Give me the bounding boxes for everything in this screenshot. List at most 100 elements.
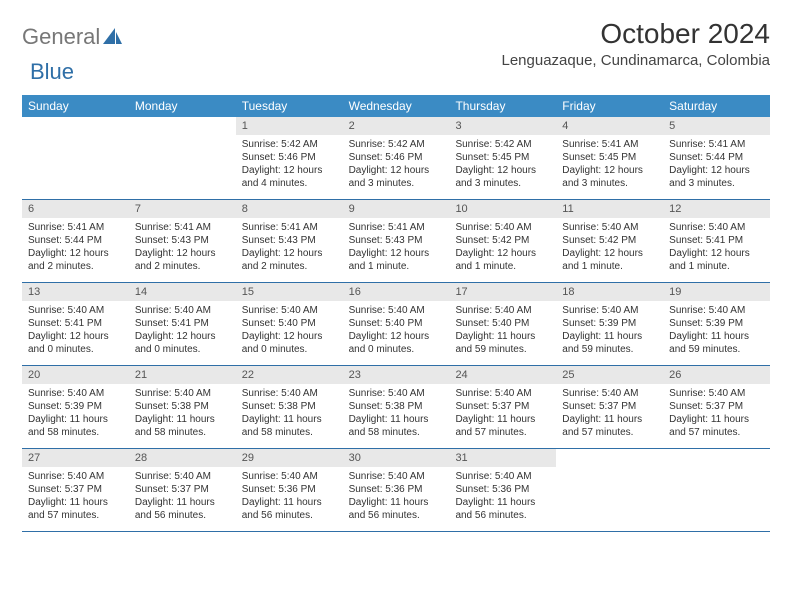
sunset-line: Sunset: 5:37 PM — [562, 400, 657, 413]
day-cell: 13Sunrise: 5:40 AMSunset: 5:41 PMDayligh… — [22, 283, 129, 365]
sunset-line: Sunset: 5:43 PM — [349, 234, 444, 247]
sunrise-line: Sunrise: 5:41 AM — [135, 221, 230, 234]
day-cell: 7Sunrise: 5:41 AMSunset: 5:43 PMDaylight… — [129, 200, 236, 282]
weekday-label: Saturday — [663, 95, 770, 117]
sunset-line: Sunset: 5:40 PM — [455, 317, 550, 330]
sunrise-line: Sunrise: 5:40 AM — [455, 470, 550, 483]
sunrise-line: Sunrise: 5:40 AM — [135, 304, 230, 317]
sunrise-line: Sunrise: 5:40 AM — [669, 387, 764, 400]
sunset-line: Sunset: 5:37 PM — [135, 483, 230, 496]
day-body: Sunrise: 5:40 AMSunset: 5:40 PMDaylight:… — [343, 301, 450, 362]
day-number: 9 — [343, 200, 450, 218]
day-body: Sunrise: 5:41 AMSunset: 5:44 PMDaylight:… — [22, 218, 129, 279]
sunset-line: Sunset: 5:43 PM — [135, 234, 230, 247]
day-number: 3 — [449, 117, 556, 135]
day-number: 1 — [236, 117, 343, 135]
day-cell: 29 Sunrise: 5:40 AMSunset: 5:36 PMDayligh… — [236, 449, 343, 531]
daylight-line: Daylight: 12 hours and 1 minute. — [455, 247, 550, 273]
sunset-line: Sunset: 5:37 PM — [455, 400, 550, 413]
day-number: 15 — [236, 283, 343, 301]
day-body: Sunrise: 5:41 AMSunset: 5:43 PMDaylight:… — [343, 218, 450, 279]
day-cell: 17Sunrise: 5:40 AMSunset: 5:40 PMDayligh… — [449, 283, 556, 365]
sunrise-line: Sunrise: 5:42 AM — [242, 138, 337, 151]
day-number: 17 — [449, 283, 556, 301]
day-cell: 25Sunrise: 5:40 AMSunset: 5:37 PMDayligh… — [556, 366, 663, 448]
daylight-line: Daylight: 12 hours and 1 minute. — [349, 247, 444, 273]
daylight-line: Daylight: 12 hours and 0 minutes. — [349, 330, 444, 356]
day-body: Sunrise: 5:40 AMSunset: 5:36 PMDaylight:… — [449, 467, 556, 528]
weekday-label: Friday — [556, 95, 663, 117]
day-cell — [22, 117, 129, 199]
daylight-line: Daylight: 11 hours and 58 minutes. — [349, 413, 444, 439]
day-body: Sunrise: 5:40 AMSunset: 5:37 PMDaylight:… — [22, 467, 129, 528]
day-cell: 14Sunrise: 5:40 AMSunset: 5:41 PMDayligh… — [129, 283, 236, 365]
day-cell — [663, 449, 770, 531]
sunset-line: Sunset: 5:36 PM — [349, 483, 444, 496]
logo-sail-icon — [102, 26, 124, 46]
sunrise-line: Sunrise: 5:41 AM — [242, 221, 337, 234]
daylight-line: Daylight: 11 hours and 57 minutes. — [455, 413, 550, 439]
title-block: October 2024 Lenguazaque, Cundinamarca, … — [501, 18, 770, 69]
day-body: Sunrise: 5:41 AMSunset: 5:43 PMDaylight:… — [129, 218, 236, 279]
day-body: Sunrise: 5:40 AMSunset: 5:38 PMDaylight:… — [236, 384, 343, 445]
sunset-line: Sunset: 5:38 PM — [349, 400, 444, 413]
day-number: 28 — [129, 449, 236, 467]
day-number: 29 — [236, 449, 343, 467]
daylight-line: Daylight: 11 hours and 57 minutes. — [562, 413, 657, 439]
day-cell: 31Sunrise: 5:40 AMSunset: 5:36 PMDayligh… — [449, 449, 556, 531]
daylight-line: Daylight: 12 hours and 0 minutes. — [135, 330, 230, 356]
sunset-line: Sunset: 5:40 PM — [242, 317, 337, 330]
day-number — [22, 117, 129, 135]
sunrise-line: Sunrise: 5:40 AM — [455, 304, 550, 317]
day-cell: 1Sunrise: 5:42 AMSunset: 5:46 PMDaylight… — [236, 117, 343, 199]
daylight-line: Daylight: 12 hours and 3 minutes. — [455, 164, 550, 190]
day-number: 2 — [343, 117, 450, 135]
logo: General — [22, 18, 124, 50]
daylight-line: Daylight: 12 hours and 2 minutes. — [28, 247, 123, 273]
day-cell: 3Sunrise: 5:42 AMSunset: 5:45 PMDaylight… — [449, 117, 556, 199]
day-body: Sunrise: 5:42 AMSunset: 5:46 PMDaylight:… — [236, 135, 343, 196]
day-number: 11 — [556, 200, 663, 218]
sunset-line: Sunset: 5:46 PM — [242, 151, 337, 164]
sunset-line: Sunset: 5:37 PM — [28, 483, 123, 496]
day-cell: 21Sunrise: 5:40 AMSunset: 5:38 PMDayligh… — [129, 366, 236, 448]
sunset-line: Sunset: 5:37 PM — [669, 400, 764, 413]
daylight-line: Daylight: 12 hours and 3 minutes. — [349, 164, 444, 190]
day-number: 14 — [129, 283, 236, 301]
day-cell: 26Sunrise: 5:40 AMSunset: 5:37 PMDayligh… — [663, 366, 770, 448]
day-cell: 11Sunrise: 5:40 AMSunset: 5:42 PMDayligh… — [556, 200, 663, 282]
day-number — [663, 449, 770, 467]
day-cell: 4Sunrise: 5:41 AMSunset: 5:45 PMDaylight… — [556, 117, 663, 199]
sunrise-line: Sunrise: 5:40 AM — [28, 387, 123, 400]
day-number: 6 — [22, 200, 129, 218]
day-number: 22 — [236, 366, 343, 384]
sunset-line: Sunset: 5:44 PM — [28, 234, 123, 247]
sunrise-line: Sunrise: 5:40 AM — [135, 470, 230, 483]
week-row: 1Sunrise: 5:42 AMSunset: 5:46 PMDaylight… — [22, 117, 770, 200]
weekday-label: Monday — [129, 95, 236, 117]
day-body: Sunrise: 5:40 AMSunset: 5:39 PMDaylight:… — [663, 301, 770, 362]
day-cell: 18Sunrise: 5:40 AMSunset: 5:39 PMDayligh… — [556, 283, 663, 365]
daylight-line: Daylight: 11 hours and 56 minutes. — [349, 496, 444, 522]
sunrise-line: Sunrise: 5:42 AM — [349, 138, 444, 151]
day-cell: 15Sunrise: 5:40 AMSunset: 5:40 PMDayligh… — [236, 283, 343, 365]
daylight-line: Daylight: 12 hours and 0 minutes. — [28, 330, 123, 356]
sunset-line: Sunset: 5:39 PM — [669, 317, 764, 330]
sunrise-line: Sunrise: 5:41 AM — [349, 221, 444, 234]
day-number: 10 — [449, 200, 556, 218]
day-cell: 28Sunrise: 5:40 AMSunset: 5:37 PMDayligh… — [129, 449, 236, 531]
day-cell: 23Sunrise: 5:40 AMSunset: 5:38 PMDayligh… — [343, 366, 450, 448]
daylight-line: Daylight: 11 hours and 56 minutes. — [242, 496, 337, 522]
sunrise-line: Sunrise: 5:40 AM — [242, 470, 337, 483]
sunrise-line: Sunrise: 5:42 AM — [455, 138, 550, 151]
daylight-line: Daylight: 12 hours and 0 minutes. — [242, 330, 337, 356]
daylight-line: Daylight: 11 hours and 58 minutes. — [28, 413, 123, 439]
sunrise-line: Sunrise: 5:40 AM — [242, 387, 337, 400]
sunrise-line: Sunrise: 5:40 AM — [455, 221, 550, 234]
sunset-line: Sunset: 5:36 PM — [242, 483, 337, 496]
day-body: Sunrise: 5:40 AMSunset: 5:37 PMDaylight:… — [663, 384, 770, 445]
sunrise-line: Sunrise: 5:40 AM — [135, 387, 230, 400]
daylight-line: Daylight: 11 hours and 57 minutes. — [669, 413, 764, 439]
sunset-line: Sunset: 5:41 PM — [669, 234, 764, 247]
sunset-line: Sunset: 5:40 PM — [349, 317, 444, 330]
